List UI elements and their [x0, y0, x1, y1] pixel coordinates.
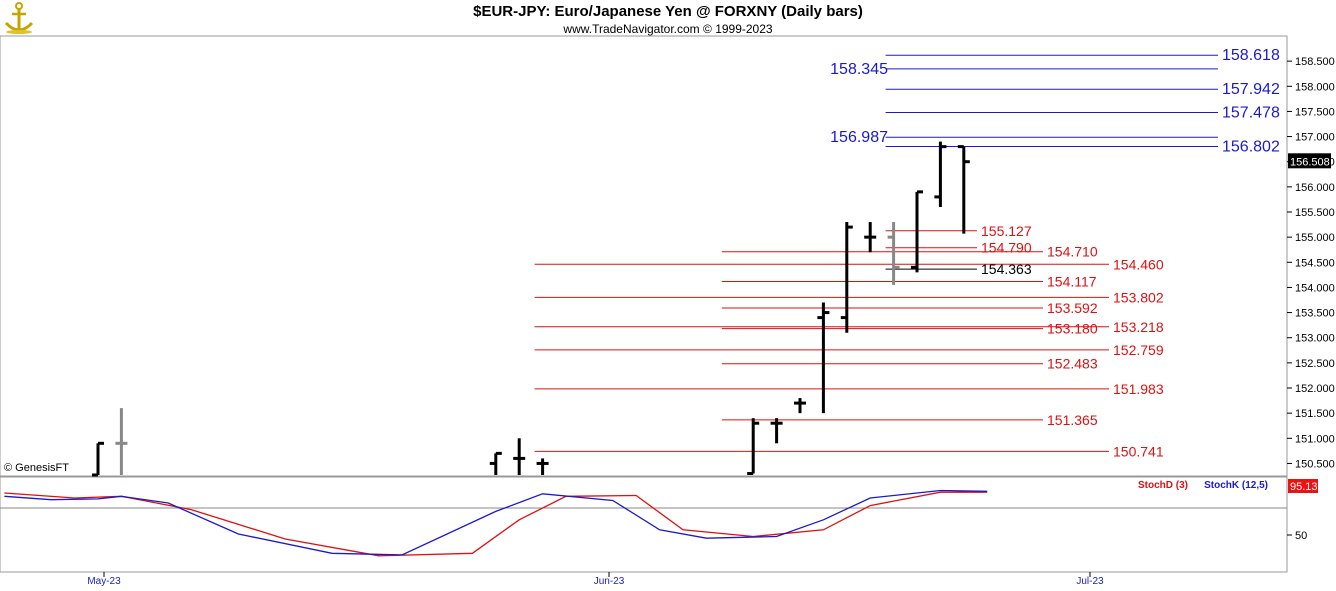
level-label: 157.478: [1222, 105, 1280, 122]
y-axis-tick-label: 155.500: [1295, 207, 1335, 219]
y-axis-tick-label: 153.500: [1295, 308, 1335, 320]
level-label: 153.802: [1113, 289, 1164, 305]
level-label: 157.942: [1222, 81, 1280, 98]
level-label: 154.117: [1047, 274, 1097, 290]
y-axis-tick-label: 158.000: [1295, 81, 1335, 93]
y-axis-tick-label: 151.500: [1295, 408, 1335, 420]
level-label: 154.710: [1047, 244, 1098, 260]
anchor-logo-icon: [2, 1, 36, 35]
level-label: 154.790: [981, 240, 1032, 256]
stoch-line: [4, 491, 988, 557]
y-axis-tick-label: 152.000: [1295, 383, 1335, 395]
y-axis-tick-label: 157.000: [1295, 132, 1335, 144]
level-label: 155.127: [981, 223, 1032, 239]
chart-subtitle: www.TradeNavigator.com © 1999-2023: [563, 22, 773, 36]
y-axis-tick-label: 154.500: [1295, 257, 1335, 269]
y-axis-tick-label: 155.000: [1295, 232, 1335, 244]
level-label: 153.218: [1113, 319, 1164, 335]
level-label: 158.345: [830, 61, 888, 78]
chart-title: $EUR-JPY: Euro/Japanese Yen @ FORXNY (Da…: [473, 3, 863, 20]
price-panel: [0, 35, 1288, 477]
stoch-value-box: [1288, 479, 1318, 493]
level-label: 152.483: [1047, 356, 1098, 372]
stoch-line: [4, 489, 988, 556]
level-label: 152.759: [1113, 342, 1164, 358]
stochastic-panel: [0, 476, 1288, 573]
y-axis-tick-label: 154.000: [1295, 282, 1335, 294]
y-axis-tick-label: 151.000: [1295, 433, 1335, 445]
stoch-axis-tick-label: 50: [1295, 530, 1307, 542]
copyright-label: © GenesisFT: [4, 462, 69, 474]
y-axis-tick-label: 150.500: [1295, 458, 1335, 470]
level-label: 156.987: [830, 129, 888, 146]
stoch-legend-k: StochK (12,5): [1204, 480, 1268, 491]
y-axis-tick-label: 153.000: [1295, 333, 1335, 345]
y-axis-tick-label: 158.500: [1295, 56, 1335, 68]
y-axis-tick-label: 156.000: [1295, 182, 1335, 194]
level-label: 153.592: [1047, 300, 1098, 316]
level-label: 158.618: [1222, 47, 1280, 64]
stoch-value-label: 95.13: [1290, 481, 1318, 493]
level-label: 153.180: [1047, 321, 1098, 337]
level-label: 156.802: [1222, 139, 1280, 156]
x-axis-tick-label: Jul-23: [1076, 576, 1104, 587]
y-axis-tick-label: 152.500: [1295, 358, 1335, 370]
level-label: 151.983: [1113, 381, 1164, 397]
y-axis-tick-label: 157.500: [1295, 106, 1335, 118]
x-axis-tick-label: May-23: [87, 576, 121, 587]
x-axis-tick-label: Jun-23: [594, 576, 625, 587]
stoch-legend-d: StochD (3): [1138, 480, 1188, 491]
level-label: 150.741: [1113, 443, 1164, 459]
last-price-label: 156.508: [1290, 156, 1330, 168]
level-label: 154.363: [981, 261, 1032, 277]
last-price-box: [1288, 153, 1331, 169]
level-label: 154.460: [1113, 256, 1164, 272]
level-label: 151.365: [1047, 412, 1098, 428]
